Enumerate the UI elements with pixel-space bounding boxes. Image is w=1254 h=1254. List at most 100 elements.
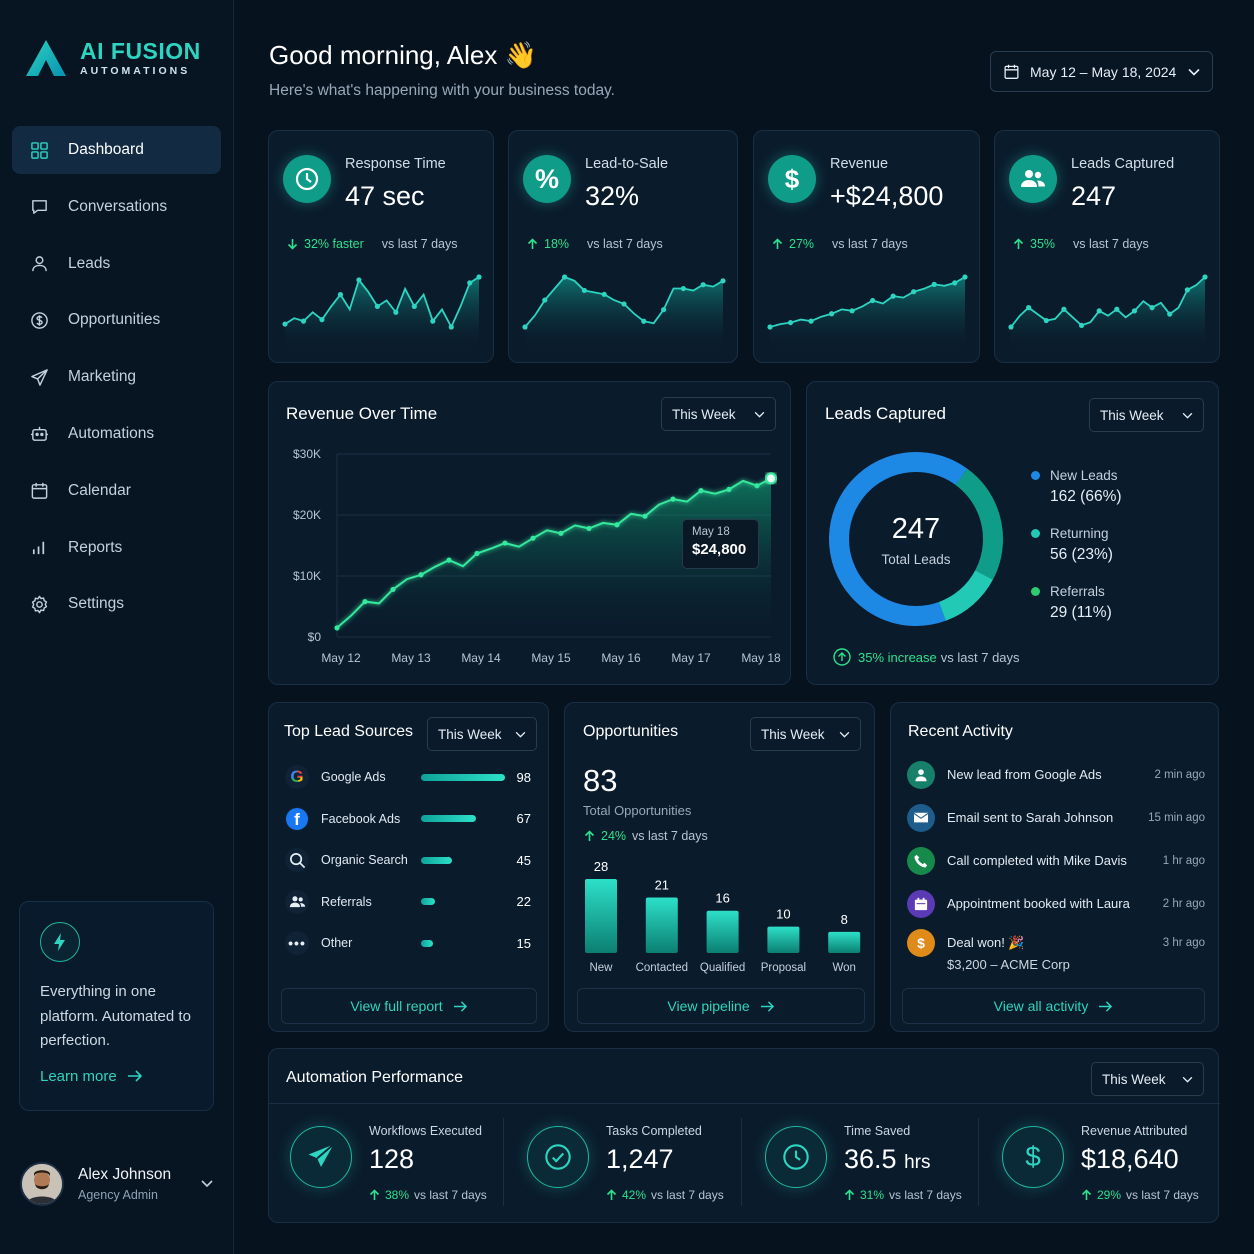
time-filter-select[interactable]: This Week (750, 717, 861, 751)
legend-item: Referrals 29 (11%) (1031, 584, 1112, 622)
opportunity-bar[interactable] (767, 926, 800, 953)
activity-item[interactable]: Email sent to Sarah Johnson 15 min ago (907, 804, 1205, 832)
donut-slice[interactable] (821, 444, 1011, 634)
lead-source-row[interactable]: f Facebook Ads 67 (285, 805, 531, 833)
kpi-label: Leads Captured (1071, 156, 1175, 172)
revenue-area-chart: $0 $10K $20K $30K May 12 May 13 May 14 May 15 Ma… (293, 447, 781, 665)
activity-item[interactable]: Call completed with Mike Davis 1 hr ago (907, 847, 1205, 875)
bar-chart-icon (32, 541, 45, 555)
x-tick-label: May 16 (601, 651, 641, 665)
sidebar-item-label: Marketing (68, 368, 137, 386)
sidebar-item-label: Reports (68, 538, 123, 556)
kpi-delta: 18% vs last 7 days (527, 237, 663, 251)
avatar (20, 1162, 64, 1206)
sparkline-point (300, 318, 307, 324)
lead-source-row[interactable]: Organic Search 45 (285, 846, 531, 874)
leads-footer-delta: 35% increase vs last 7 days (833, 648, 1020, 666)
bar-category-label: Proposal (761, 962, 806, 974)
arrow-right-icon (1099, 1000, 1113, 1012)
sidebar-item-calendar[interactable]: Calendar (12, 467, 221, 515)
sparkline-point (621, 301, 627, 307)
sparkline-point (1061, 306, 1067, 312)
sidebar-item-marketing[interactable]: Marketing (12, 353, 221, 401)
sidebar-item-automations[interactable]: Automations (12, 410, 221, 458)
sparkline-point (319, 317, 325, 323)
activity-item[interactable]: Appointment booked with Laura 2 hr ago (907, 890, 1205, 918)
opportunity-bar[interactable] (645, 897, 678, 954)
bar-category-label: Qualified (700, 962, 745, 974)
lead-source-bar (421, 856, 453, 864)
arrow-up-circle-icon (833, 648, 851, 666)
delta-value: 35% (1030, 237, 1056, 251)
arrow-up-icon (527, 238, 538, 249)
filter-label: This Week (1100, 407, 1164, 423)
sparkline-point (828, 311, 835, 317)
revenue-point (418, 572, 424, 578)
sparkline-point (282, 321, 288, 327)
sparkline-point (601, 291, 607, 297)
lead-source-value: 98 (516, 769, 531, 785)
sparkline-point (641, 318, 647, 324)
bar-value-label: 21 (655, 878, 669, 893)
legend-label: Referrals (1050, 584, 1105, 599)
view-all-activity-button[interactable]: View all activity (902, 988, 1205, 1024)
metric-number: $18,640 (1081, 1144, 1179, 1174)
sidebar-item-conversations[interactable]: Conversations (12, 183, 221, 231)
footer-label: View all activity (993, 998, 1089, 1014)
view-full-report-button[interactable]: View full report (281, 988, 537, 1024)
sidebar-item-opportunities[interactable]: Opportunities (12, 296, 221, 344)
kpi-card[interactable]: Response Time 47 sec 32% faster vs last … (268, 130, 494, 363)
kpi-card[interactable]: Leads Captured 247 35% vs last 7 days (994, 130, 1220, 363)
google-icon: G (285, 765, 309, 789)
dollar-icon: $ (768, 155, 816, 203)
revenue-point (558, 530, 564, 536)
lead-source-row[interactable]: ••• Other 15 (285, 929, 531, 957)
sparkline-point (337, 292, 344, 298)
user-profile[interactable]: Alex Johnson Agency Admin (20, 1160, 214, 1208)
donut-slice[interactable] (821, 444, 1011, 634)
date-range-picker[interactable]: May 12 – May 18, 2024 (990, 51, 1213, 92)
opportunity-bar[interactable] (585, 879, 617, 953)
delta-value: 24% (601, 829, 627, 843)
brand-logo[interactable]: AI FUSION AUTOMATIONS (24, 38, 201, 78)
delta-value: 35% increase (858, 649, 937, 665)
sidebar-item-reports[interactable]: Reports (12, 524, 221, 572)
sidebar-item-dashboard[interactable]: Dashboard (12, 126, 221, 174)
sidebar-item-leads[interactable]: Leads (12, 240, 221, 288)
legend-dot (1031, 471, 1040, 480)
time-filter-select[interactable]: This Week (1089, 398, 1204, 432)
lead-source-bar (421, 815, 477, 822)
lead-source-row[interactable]: G Google Ads 98 (285, 763, 531, 791)
activity-item[interactable]: New lead from Google Ads 2 min ago (907, 761, 1205, 789)
activity-item[interactable]: $ Deal won! 🎉 $3,200 – ACME Corp 3 hr ag… (907, 929, 1205, 974)
sparkline-point (870, 297, 876, 304)
leads-donut-chart (821, 444, 1011, 634)
kpi-delta: 32% faster vs last 7 days (287, 237, 458, 251)
kpi-label: Response Time (345, 156, 446, 172)
y-tick-label: $30K (293, 447, 321, 461)
time-filter-select[interactable]: This Week (427, 717, 537, 751)
time-filter-select[interactable]: This Week (661, 397, 776, 431)
sidebar-item-label: Settings (68, 595, 125, 613)
kpi-card[interactable]: $ Revenue +$24,800 27% vs last 7 days (753, 130, 980, 363)
sidebar-item-settings[interactable]: Settings (12, 580, 221, 628)
revenue-point-highlight[interactable] (765, 472, 777, 485)
opportunity-bar[interactable] (828, 931, 861, 953)
revenue-point (390, 586, 396, 593)
revenue-area (337, 478, 771, 637)
main-content: Good morning, Alex 👋 Here's what's happe… (234, 0, 1254, 1254)
activity-text: Deal won! 🎉 (947, 935, 1025, 950)
lead-source-row[interactable]: Referrals 22 (285, 888, 531, 916)
chevron-down-icon[interactable] (200, 1179, 214, 1189)
opportunity-bar[interactable] (706, 910, 739, 953)
user-name: Alex Johnson (78, 1166, 172, 1183)
metric-label: Workflows Executed (369, 1124, 483, 1138)
kpi-card[interactable]: % Lead-to-Sale 32% 18% vs last 7 days (508, 130, 738, 363)
delta-vs: vs last 7 days (1126, 1188, 1199, 1202)
legend-value: 29 (11%) (1050, 604, 1112, 621)
x-tick-label: May 13 (391, 651, 431, 665)
learn-more-link[interactable]: Learn more (40, 1068, 193, 1085)
time-filter-select[interactable]: This Week (1091, 1062, 1204, 1096)
bar-category-label: Contacted (636, 962, 688, 974)
view-pipeline-button[interactable]: View pipeline (577, 988, 865, 1024)
